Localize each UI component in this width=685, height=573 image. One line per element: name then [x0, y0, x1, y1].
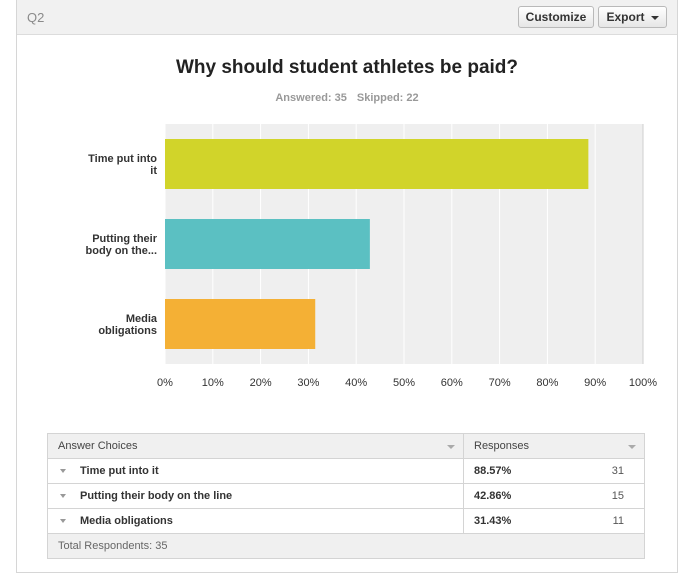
x-tick-label: 100% [629, 377, 657, 389]
bar [165, 219, 370, 269]
table-footer-row: Total Respondents: 35 [47, 533, 645, 559]
answer-choice-label: Time put into it [80, 465, 159, 477]
bar [165, 299, 316, 349]
answer-choice-cell[interactable]: Media obligations [47, 508, 464, 534]
x-tick-label: 10% [202, 377, 224, 389]
table-row: Time put into it 88.57% 31 [47, 458, 645, 484]
bar-chart: 0% 10% 20% 30% 40% 50% 60% 70% 80% 90% 100% Time pu… [86, 124, 657, 389]
response-percent: 31.43% [463, 508, 564, 534]
x-tick-label: 30% [297, 377, 319, 389]
header-answer-choices[interactable]: Answer Choices [47, 433, 464, 459]
header-responses[interactable]: Responses [463, 433, 645, 459]
sort-icon[interactable] [628, 445, 636, 449]
chevron-down-icon [650, 15, 659, 20]
answer-choice-label: Putting their body on the line [80, 490, 233, 502]
customize-button[interactable]: Customize [518, 6, 594, 28]
responses-table: Answer Choices Responses Time put into i… [47, 433, 645, 559]
question-header: Q2 Customize Export [17, 0, 677, 35]
category-label: Media obligations [98, 313, 158, 337]
expand-icon[interactable] [60, 519, 66, 524]
export-label: Export [606, 10, 645, 24]
export-button[interactable]: Export [598, 6, 667, 28]
table-row: Media obligations 31.43% 11 [47, 508, 645, 534]
bar [165, 139, 589, 189]
category-label: Time put into it [88, 153, 157, 177]
expand-icon[interactable] [60, 469, 66, 474]
x-tick-label: 40% [345, 377, 367, 389]
responses-label: Responses [474, 440, 530, 452]
response-count: 31 [564, 458, 645, 484]
x-tick-label: 60% [441, 377, 463, 389]
answer-choice-cell[interactable]: Putting their body on the line [47, 483, 464, 509]
x-tick-label: 20% [250, 377, 272, 389]
x-tick-label: 90% [584, 377, 606, 389]
x-tick-label: 70% [489, 377, 511, 389]
answer-choice-cell[interactable]: Time put into it [47, 458, 464, 484]
response-count: 15 [564, 483, 645, 509]
expand-icon[interactable] [60, 494, 66, 499]
table-row: Putting their body on the line 42.86% 15 [47, 483, 645, 509]
x-tick-label: 0% [157, 377, 173, 389]
response-count: 11 [564, 508, 645, 534]
response-percent: 88.57% [463, 458, 564, 484]
total-respondents: Total Respondents: 35 [47, 533, 645, 559]
x-tick-label: 50% [393, 377, 415, 389]
answer-choices-label: Answer Choices [58, 440, 138, 452]
question-panel: Q2 Customize Export Why should student a… [16, 0, 678, 573]
sort-icon[interactable] [447, 445, 455, 449]
question-title: Why should student athletes be paid? [175, 57, 519, 78]
category-label: Putting their body on the... [86, 233, 158, 257]
response-percent: 42.86% [463, 483, 564, 509]
answered-count: Answered: 35 [275, 92, 347, 104]
question-number: Q2 [27, 10, 45, 25]
skipped-count: Skipped: 22 [356, 92, 419, 104]
x-tick-label: 80% [536, 377, 558, 389]
answer-choice-label: Media obligations [80, 515, 173, 527]
response-stats: Answered: 35 Skipped: 22 [17, 92, 677, 104]
